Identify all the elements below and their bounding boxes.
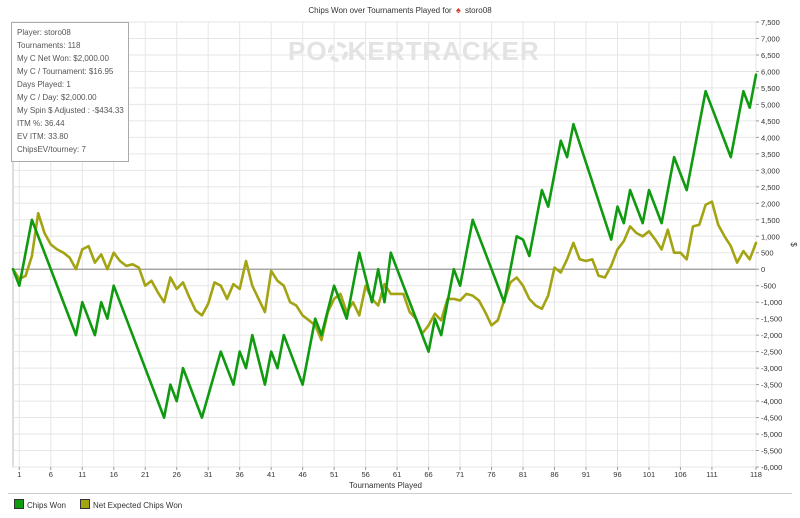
x-tick-label: 71	[456, 470, 464, 479]
poker-chip-icon	[327, 42, 348, 62]
legend-item-net-expected[interactable]: Net Expected Chips Won	[80, 499, 182, 510]
y-tick-label: -3,000	[761, 364, 782, 373]
y-tick-label: -1,000	[761, 298, 782, 307]
x-tick-label: 118	[750, 470, 762, 479]
legend-label-net-expected: Net Expected Chips Won	[93, 501, 183, 510]
x-tick-label: 31	[204, 470, 212, 479]
y-tick-label: 6,000	[761, 67, 780, 76]
x-tick-label: 21	[141, 470, 149, 479]
stat-tournaments: Tournaments: 118	[17, 41, 81, 50]
y-tick-label: 2,500	[761, 183, 780, 192]
x-tick-label: 101	[643, 470, 656, 479]
y-tick-label: -4,000	[761, 397, 782, 406]
y-tick-label: 7,500	[761, 18, 780, 27]
x-tick-label: 6	[49, 470, 53, 479]
legend-swatch-chips-won	[14, 499, 24, 509]
stat-ev-itm: EV ITM: 33.80	[17, 132, 69, 141]
x-tick-label: 81	[519, 470, 527, 479]
chart-title: Chips Won over Tournaments Played for ♠ …	[0, 5, 800, 15]
y-tick-label: 4,500	[761, 117, 780, 126]
x-tick-label: 56	[361, 470, 369, 479]
stat-per-day: My C / Day: $2,000.00	[17, 93, 97, 102]
stat-days-played: Days Played: 1	[17, 80, 71, 89]
y-tick-label: 5,500	[761, 84, 780, 93]
stat-spin-adjusted: My Spin $ Adjusted : -$434.33	[17, 106, 124, 115]
x-tick-label: 66	[424, 470, 432, 479]
stat-net-won: My C Net Won: $2,000.00	[17, 54, 109, 63]
x-tick-label: 51	[330, 470, 338, 479]
y-tick-label: -500	[761, 282, 776, 291]
legend-swatch-net-expected	[80, 499, 90, 509]
spade-icon: ♠	[455, 5, 461, 15]
y-tick-label: 7,000	[761, 34, 780, 43]
y-tick-label: 3,500	[761, 150, 780, 159]
y-tick-label: 4,000	[761, 133, 780, 142]
x-tick-label: 91	[582, 470, 590, 479]
x-tick-label: 36	[236, 470, 244, 479]
y-tick-label: -2,000	[761, 331, 782, 340]
pokertracker-watermark: PO KERTRACKER	[288, 36, 540, 67]
y-tick-label: 6,500	[761, 51, 780, 60]
x-tick-label: 106	[674, 470, 687, 479]
legend-label-chips-won: Chips Won	[27, 501, 66, 510]
x-axis-label: Tournaments Played	[349, 481, 422, 490]
series-line-chips-won	[11, 73, 758, 419]
x-tick-label: 111	[706, 470, 717, 479]
y-tick-label: 1,500	[761, 216, 780, 225]
x-tick-label: 86	[550, 470, 558, 479]
stat-per-tournament: My C / Tournament: $16.95	[17, 67, 114, 76]
stats-box: Player: storo08 Tournaments: 118 My C Ne…	[11, 22, 129, 162]
plot-area	[12, 21, 757, 468]
y-tick-label: -6,000	[761, 463, 782, 472]
y-tick-label: -5,000	[761, 430, 782, 439]
legend: Chips Won Net Expected Chips Won	[8, 493, 792, 513]
x-tick-label: 26	[173, 470, 181, 479]
chart-title-text: Chips Won over Tournaments Played for	[308, 6, 452, 15]
y-tick-label: 0	[761, 265, 765, 274]
x-tick-label: 1	[17, 470, 21, 479]
y-tick-label: -4,500	[761, 414, 782, 423]
watermark-part-3: TRACKER	[405, 36, 540, 66]
x-tick-label: 61	[393, 470, 401, 479]
x-tick-label: 76	[487, 470, 495, 479]
series-line-net-expected	[11, 200, 758, 342]
y-tick-label: -3,500	[761, 381, 782, 390]
y-tick-label: -5,500	[761, 447, 782, 456]
stat-player: Player: storo08	[17, 28, 71, 37]
y-tick-label: 5,000	[761, 100, 780, 109]
y-tick-label: -2,500	[761, 348, 782, 357]
x-tick-label: 46	[298, 470, 306, 479]
stat-chipsev-tourney: ChipsEV/tourney: 7	[17, 145, 86, 154]
x-tick-label: 11	[78, 470, 86, 479]
watermark-part-1: PO	[288, 36, 328, 66]
y-tick-label: 3,000	[761, 166, 780, 175]
legend-item-chips-won[interactable]: Chips Won	[14, 499, 66, 510]
y-tick-label: 1,000	[761, 232, 780, 241]
y-tick-label: 500	[761, 249, 774, 258]
x-tick-label: 41	[267, 470, 275, 479]
watermark-part-2: KER	[347, 36, 406, 66]
y-tick-label: 2,000	[761, 199, 780, 208]
y-axis-label: $	[789, 242, 798, 247]
x-tick-label: 96	[613, 470, 621, 479]
x-tick-label: 16	[110, 470, 118, 479]
y-tick-label: -1,500	[761, 315, 782, 324]
stat-itm-percent: ITM %: 36.44	[17, 119, 65, 128]
chart-title-player: storo08	[464, 6, 492, 15]
